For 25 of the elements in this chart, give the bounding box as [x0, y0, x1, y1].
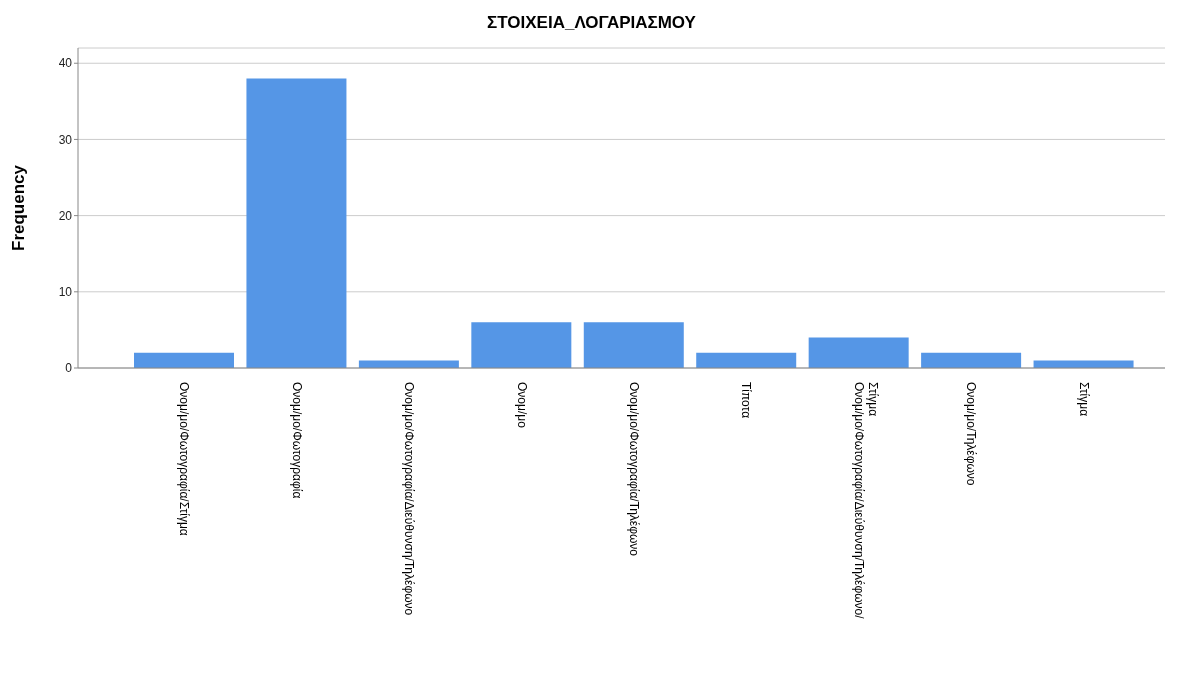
bar: [583, 322, 684, 368]
bar: [808, 337, 909, 368]
y-tick-label: 0: [65, 361, 73, 376]
x-tick-label: Στίγμα: [1076, 382, 1091, 417]
y-tick-label: 40: [58, 56, 73, 71]
bar: [1033, 360, 1134, 368]
bar: [921, 352, 1022, 368]
y-tick-label: 30: [58, 132, 73, 147]
bar: [134, 352, 234, 368]
x-tick-label: Ονομ/μο/Φωτογραφία/Στίγμα: [177, 382, 192, 536]
bar: [471, 322, 572, 368]
x-tick-label: Ονομ/μο/Τηλέφωνο: [964, 382, 979, 486]
x-tick-label: Ονομ/μο/Φωτογραφία/Διεύθυνση/Τηλέφωνο/Στίγμα: [851, 382, 880, 620]
x-tick-label: Ονομ/μο: [514, 382, 529, 429]
bar: [358, 360, 459, 368]
y-axis-title: Frequency: [9, 164, 29, 251]
x-tick-label: Ονομ/μο/Φωτογραφία/Τηλέφωνο: [627, 382, 641, 557]
bar: [696, 352, 797, 368]
x-tick-label: Ονομ/μο/Φωτογραφία/Διεύθυνση/Τηλέφωνο: [402, 382, 417, 616]
chart-title: ΣΤΟΙΧΕΙΑ_ΛΟΓΑΡΙΑΣΜΟΥ: [486, 12, 697, 34]
x-tick-label: Τίποτα: [739, 382, 754, 419]
x-tick-label: Ονομ/μο/Φωτογραφία: [289, 382, 304, 499]
y-tick-label: 10: [58, 285, 73, 300]
y-tick-label: 20: [58, 208, 73, 223]
bar: [246, 78, 347, 368]
